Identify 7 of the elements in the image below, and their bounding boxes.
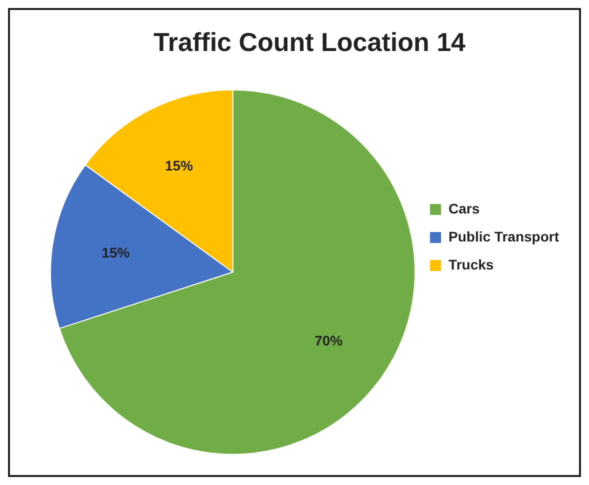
chart-title: Traffic Count Location 14 xyxy=(153,26,466,57)
legend-label: Public Transport xyxy=(448,228,560,244)
data-label: 70% xyxy=(314,332,344,349)
legend-label: Trucks xyxy=(448,256,494,272)
data-label: 15% xyxy=(164,157,194,174)
data-label: 15% xyxy=(102,244,130,260)
legend-label: Cars xyxy=(448,200,480,216)
